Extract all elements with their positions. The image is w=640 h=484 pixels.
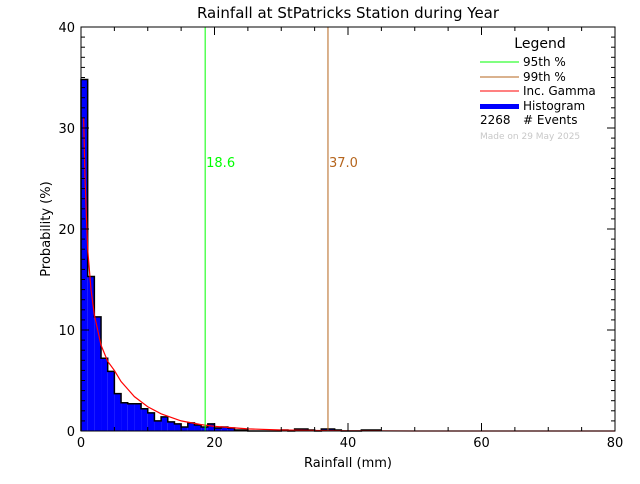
legend-entry-histogram: Histogram (523, 99, 585, 113)
made-on-note: Made on 29 May 2025 (480, 132, 580, 142)
x-tick-label: 80 (607, 436, 624, 451)
histogram-bar (194, 424, 202, 431)
percentile-label: 37.0 (329, 156, 358, 171)
histogram-bar (207, 423, 215, 431)
gamma-curve-line (83, 117, 615, 432)
histogram-bar (107, 371, 115, 431)
legend-entry-gamma: Inc. Gamma (523, 84, 596, 98)
histogram-bar (161, 416, 168, 431)
histogram-bar (81, 79, 88, 432)
x-tick-label: 40 (340, 436, 357, 451)
legend-events-label: # Events (523, 113, 578, 127)
legend-entry-99th: 99th % (523, 70, 566, 84)
percentile-label: 18.6 (206, 156, 235, 171)
histogram-outline (80, 78, 382, 432)
histogram-bar (127, 403, 135, 431)
y-tick-label: 10 (58, 324, 75, 339)
histogram-bar (134, 403, 142, 431)
histogram-bar (221, 426, 228, 431)
legend-events-count: 2268 (480, 113, 511, 127)
histogram-bar (201, 426, 208, 431)
legend-swatch-histogram (480, 104, 519, 109)
legend-entry-95th: 95th % (523, 55, 566, 69)
histogram-bar (147, 412, 155, 431)
y-tick-label: 30 (58, 122, 75, 137)
histogram-bar (327, 428, 335, 431)
histogram-bar (141, 408, 148, 431)
histogram-bar (227, 427, 235, 431)
percentile-lines: 18.6 37.0 (204, 27, 358, 431)
chart-title: Rainfall at StPatricks Station during Ye… (197, 4, 500, 22)
histogram-bar (101, 358, 108, 431)
y-axis-label: Probability (%) (39, 181, 54, 276)
gamma-curve-group (83, 117, 615, 432)
histogram-bar (187, 422, 195, 431)
x-axis-label: Rainfall (mm) (304, 456, 392, 471)
histogram-bar (154, 420, 162, 431)
x-tick-label: 60 (473, 436, 490, 451)
histogram-bar (167, 421, 175, 431)
histogram-bar (214, 427, 222, 431)
histogram-bar (87, 276, 95, 431)
axes: 0 20 40 60 80 0 10 20 30 40 (58, 21, 623, 451)
x-tick-label: 0 (77, 436, 85, 451)
histogram-bar (114, 393, 122, 431)
histogram-bars (80, 78, 382, 432)
histogram-bar (121, 402, 128, 431)
histogram-bar (174, 423, 182, 431)
y-tick-label: 40 (58, 21, 75, 36)
x-tick-label: 20 (206, 436, 223, 451)
y-tick-label: 20 (58, 223, 75, 238)
histogram-bar (181, 426, 188, 431)
y-tick-label: 0 (67, 425, 75, 440)
histogram-bar (94, 316, 102, 431)
legend: Legend 95th % 99th % Inc. Gamma Histogra… (480, 36, 596, 142)
legend-title: Legend (514, 36, 565, 52)
